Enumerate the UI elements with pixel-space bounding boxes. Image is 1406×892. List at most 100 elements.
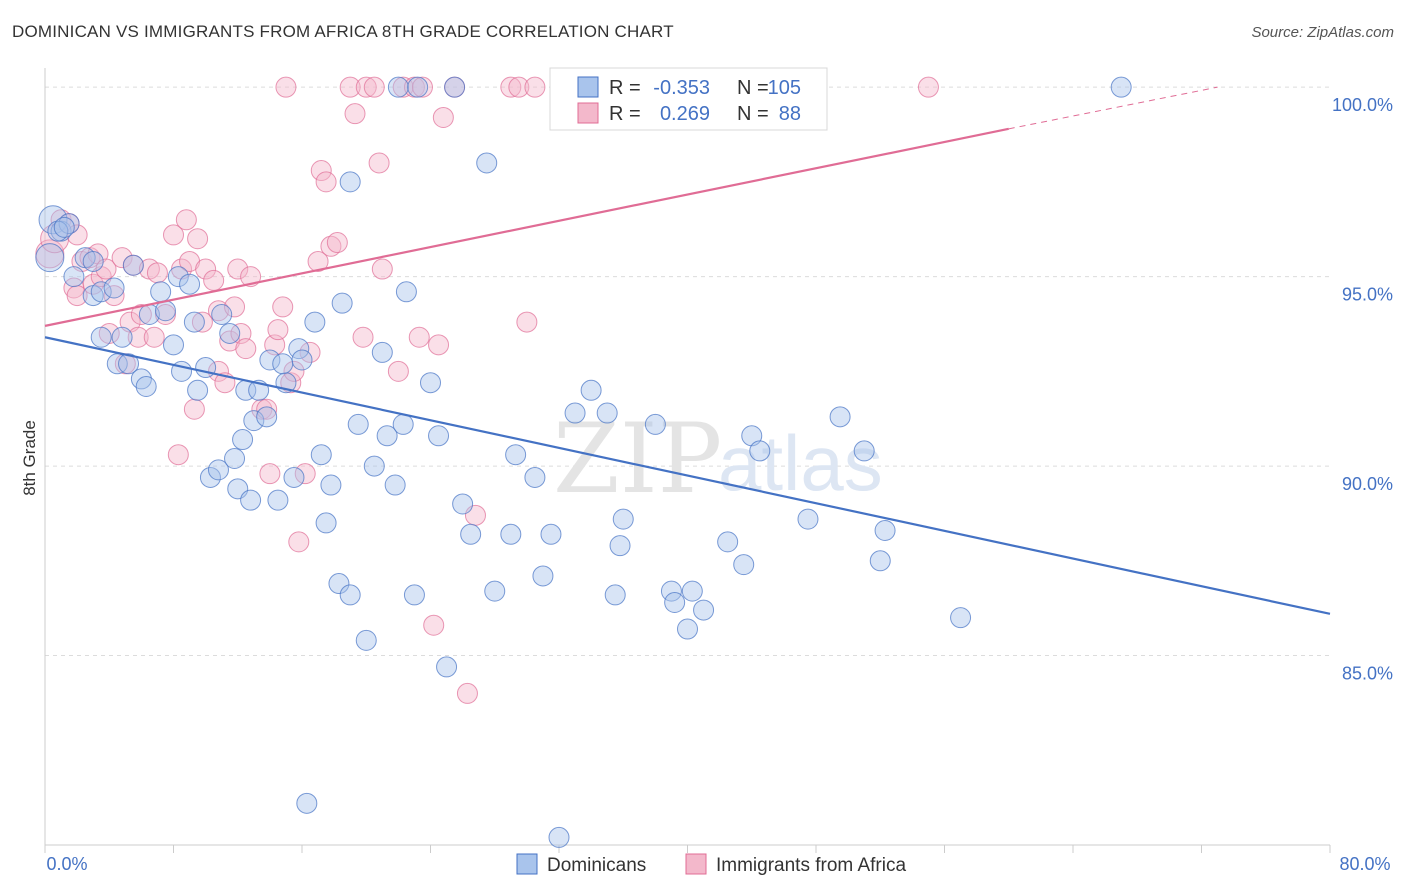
point-dominicans-4 <box>63 266 85 288</box>
y-tick-label-1: 90.0% <box>1342 474 1393 494</box>
axis-ticks: 0.0% 80.0% 85.0% 90.0% 95.0% 100.0% <box>44 95 1393 874</box>
point-immigrants-50 <box>275 76 297 98</box>
point-dominicans-59 <box>392 413 414 435</box>
point-dominicans-52 <box>347 413 369 435</box>
point-dominicans-61 <box>403 584 425 606</box>
point-dominicans-13 <box>118 353 140 375</box>
point-dominicans-103 <box>272 353 294 375</box>
point-immigrants-81 <box>516 311 538 333</box>
point-dominicans-104 <box>452 493 474 515</box>
point-dominicans-49 <box>331 292 353 314</box>
point-dominicans-99 <box>47 220 69 242</box>
point-dominicans-43 <box>296 792 318 814</box>
point-dominicans-10 <box>90 326 112 348</box>
stats-swatch-immigrants <box>577 102 599 124</box>
point-dominicans-89 <box>733 554 755 576</box>
point-dominicans-23 <box>183 311 205 333</box>
point-immigrants-30 <box>183 398 205 420</box>
point-immigrants-54 <box>294 463 316 485</box>
point-dominicans-77 <box>580 379 602 401</box>
point-dominicans-53 <box>355 629 377 651</box>
point-dominicans-22 <box>179 273 201 295</box>
point-immigrants-73 <box>423 614 445 636</box>
stats-r-value-0: -0.353 <box>653 77 710 99</box>
point-dominicans-95 <box>869 550 891 572</box>
point-dominicans-73 <box>532 565 554 587</box>
point-immigrants-60 <box>326 232 348 254</box>
point-immigrants-26 <box>167 444 189 466</box>
point-dominicans-26 <box>207 459 229 481</box>
point-dominicans-42 <box>291 349 313 371</box>
point-dominicans-94 <box>853 440 875 462</box>
point-dominicans-81 <box>612 508 634 530</box>
trend-line-immigrants <box>44 127 1009 327</box>
point-dominicans-54 <box>363 455 385 477</box>
y-tick-label-2: 95.0% <box>1342 285 1393 305</box>
point-immigrants-72 <box>411 76 433 98</box>
point-immigrants-68 <box>387 360 409 382</box>
point-immigrants-43 <box>240 266 262 288</box>
point-immigrants-64 <box>355 76 377 98</box>
point-dominicans-64 <box>428 425 450 447</box>
point-immigrants-34 <box>203 269 225 291</box>
point-dominicans-82 <box>644 413 666 435</box>
point-dominicans-86 <box>681 580 703 602</box>
point-immigrants-36 <box>207 300 229 322</box>
point-immigrants-62 <box>344 103 366 125</box>
point-dominicans-88 <box>717 531 739 553</box>
point-immigrants-39 <box>224 296 246 318</box>
point-dominicans-9 <box>103 277 125 299</box>
point-dominicans-17 <box>150 281 172 303</box>
point-immigrants-31 <box>187 228 209 250</box>
point-dominicans-8 <box>90 281 112 303</box>
point-dominicans-60 <box>395 281 417 303</box>
point-dominicans-78 <box>596 402 618 424</box>
bottom-legend: Dominicans Immigrants from Africa <box>516 853 906 876</box>
point-dominicans-32 <box>240 489 262 511</box>
point-dominicans-74 <box>540 523 562 545</box>
y-axis-label: 8th Grade <box>20 420 39 496</box>
point-dominicans-19 <box>163 334 184 356</box>
point-immigrants-66 <box>368 152 390 174</box>
point-dominicans-57 <box>384 474 406 496</box>
series-dominicans <box>35 76 1132 848</box>
point-immigrants-82 <box>524 76 546 98</box>
point-dominicans-87 <box>693 599 715 621</box>
trend-lines <box>44 86 1331 615</box>
trend-extension-immigrants <box>1008 86 1218 130</box>
stats-n-label-1: N = <box>737 103 769 125</box>
point-immigrants-57 <box>310 160 332 182</box>
point-immigrants-6 <box>66 285 88 307</box>
point-immigrants-59 <box>320 235 342 257</box>
point-immigrants-28 <box>175 209 197 231</box>
point-dominicans-93 <box>829 406 851 428</box>
point-dominicans-75 <box>548 826 570 848</box>
point-dominicans-28 <box>219 322 241 344</box>
point-dominicans-58 <box>387 76 409 98</box>
point-dominicans-63 <box>420 372 441 394</box>
point-immigrants-71 <box>408 326 430 348</box>
point-immigrants-77 <box>456 682 478 704</box>
point-immigrants-52 <box>283 360 305 382</box>
point-dominicans-71 <box>505 444 527 466</box>
point-dominicans-97 <box>950 607 972 629</box>
point-immigrants-56 <box>307 250 329 272</box>
point-immigrants-74 <box>428 334 450 356</box>
point-dominicans-24 <box>195 357 217 379</box>
point-immigrants-23 <box>146 262 168 284</box>
series-immigrants-from-africa <box>35 76 939 704</box>
trend-line-dominicans <box>44 336 1331 615</box>
point-dominicans-68 <box>476 152 498 174</box>
point-dominicans-15 <box>135 376 157 398</box>
legend-label-dominicans: Dominicans <box>547 855 646 876</box>
stats-r-label-1: R = <box>609 103 641 125</box>
point-dominicans-50 <box>339 584 361 606</box>
stats-r-label-0: R = <box>609 77 641 99</box>
point-immigrants-55 <box>299 341 321 363</box>
point-immigrants-53 <box>288 531 310 553</box>
point-immigrants-75 <box>432 106 454 128</box>
point-immigrants-14 <box>103 285 125 307</box>
stats-n-label-0: N = <box>737 77 769 99</box>
point-dominicans-44 <box>304 311 326 333</box>
